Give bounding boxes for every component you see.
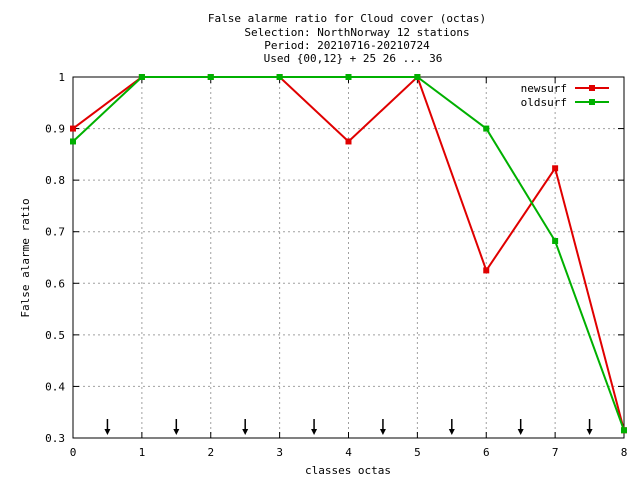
x-tick-label: 3 — [276, 446, 283, 459]
legend-swatch-point — [589, 85, 595, 91]
title-line-4: Used {00,12} + 25 26 ... 36 — [264, 52, 443, 65]
chart-title: False alarme ratio for Cloud cover (octa… — [208, 12, 486, 65]
data-point-newsurf — [552, 165, 559, 172]
y-tick-label: 0.4 — [45, 380, 65, 393]
title-line-3: Period: 20210716-20210724 — [264, 39, 430, 52]
data-point-oldsurf — [207, 74, 214, 80]
data-point-oldsurf — [621, 427, 627, 434]
arrow-markers — [104, 419, 593, 435]
x-axis-label: classes octas — [305, 464, 391, 477]
x-tick-label: 2 — [207, 446, 214, 459]
x-axis-ticks: 0 1 2 3 4 5 6 7 8 — [70, 77, 628, 459]
x-tick-label: 5 — [414, 446, 421, 459]
arrow-marker-head — [173, 429, 180, 435]
y-tick-label: 0.9 — [45, 123, 65, 136]
x-tick-label: 8 — [621, 446, 628, 459]
x-tick-label: 7 — [552, 446, 559, 459]
grid — [73, 77, 624, 438]
title-line-1: False alarme ratio for Cloud cover (octa… — [208, 12, 486, 25]
title-line-2: Selection: NorthNorway 12 stations — [244, 26, 469, 39]
legend-label-newsurf: newsurf — [521, 82, 567, 95]
data-point-newsurf — [345, 138, 352, 145]
y-tick-label: 0.6 — [45, 277, 65, 290]
legend-label-oldsurf: oldsurf — [521, 96, 567, 109]
data-point-newsurf — [70, 125, 76, 132]
x-tick-label: 6 — [483, 446, 490, 459]
arrow-marker-head — [242, 429, 249, 435]
y-tick-label: 0.7 — [45, 226, 65, 239]
y-axis-label: False alarme ratio — [19, 198, 32, 317]
data-point-oldsurf — [276, 74, 283, 80]
arrow-marker-head — [517, 429, 524, 435]
legend-swatch-point — [589, 99, 595, 105]
y-tick-label: 0.5 — [45, 329, 65, 342]
arrow-marker-head — [104, 429, 111, 435]
arrow-marker-head — [311, 429, 318, 435]
data-point-oldsurf — [552, 237, 559, 244]
x-tick-label: 1 — [139, 446, 146, 459]
y-tick-label: 1 — [58, 71, 65, 84]
data-point-oldsurf — [70, 138, 76, 145]
arrow-marker-head — [379, 429, 386, 435]
y-tick-label: 0.8 — [45, 174, 65, 187]
data-point-newsurf — [483, 267, 490, 274]
series — [70, 74, 627, 434]
arrow-marker-head — [448, 429, 455, 435]
arrow-marker-head — [586, 429, 593, 435]
data-point-oldsurf — [414, 74, 421, 80]
x-tick-label: 0 — [70, 446, 77, 459]
x-tick-label: 4 — [345, 446, 352, 459]
data-point-oldsurf — [345, 74, 352, 80]
y-axis-ticks: 0.3 0.4 0.5 0.6 0.7 0.8 0.9 1 — [45, 71, 624, 445]
data-point-oldsurf — [138, 74, 145, 80]
data-point-oldsurf — [483, 125, 490, 132]
y-tick-label: 0.3 — [45, 432, 65, 445]
